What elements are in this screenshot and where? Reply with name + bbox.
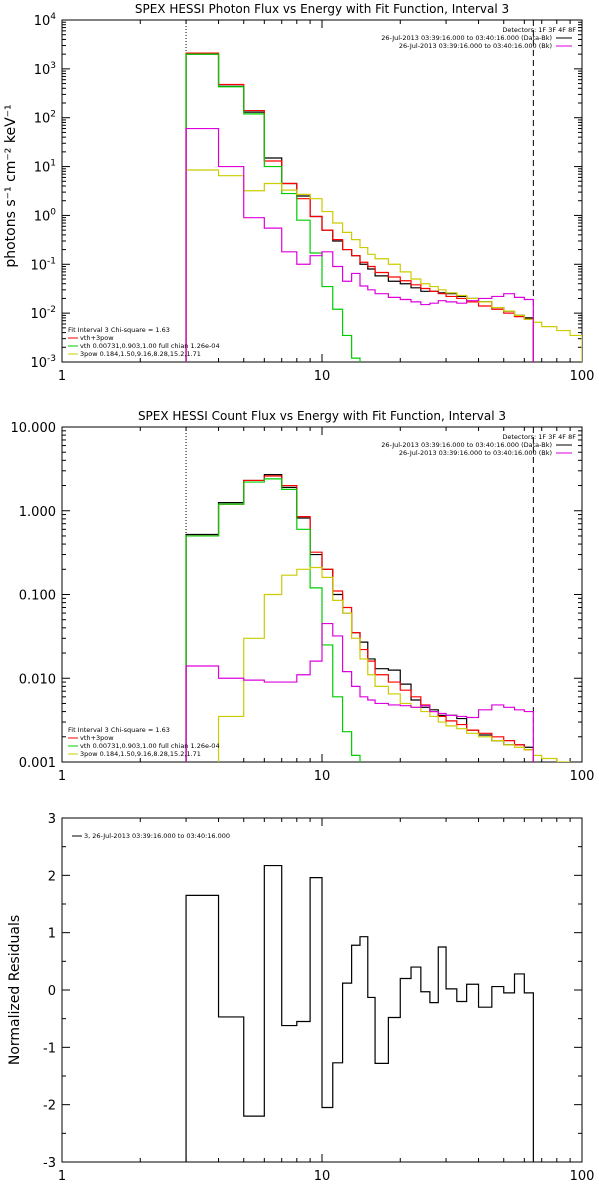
chart-title: SPEX HESSI Photon Flux vs Energy with Fi… (135, 2, 509, 16)
x-tick-label: 1 (58, 769, 66, 784)
y-tick-label: 10-3 (30, 354, 56, 371)
legend-text: 26-Jul-2013 03:39:16.000 to 03:40:16.000… (399, 42, 552, 50)
x-tick-label: 100 (570, 369, 595, 384)
y-tick-label: 10-2 (30, 305, 56, 322)
y-tick-label: -3 (43, 1156, 56, 1171)
y-tick-label: 100 (34, 207, 57, 224)
x-tick-label: 100 (570, 1169, 595, 1184)
y-tick-label: 2 (48, 869, 56, 884)
series-2-step-line (185, 52, 534, 362)
legend-text: vth 0.00731,0.903,1.00 full chian 1.26e-… (80, 742, 220, 750)
y-tick-label: -1 (43, 1041, 56, 1056)
x-tick-label: 1 (58, 369, 66, 384)
legend-text: vth+3pow (80, 734, 114, 742)
series-2-step-line (185, 475, 534, 762)
series-4-step-line (185, 169, 582, 362)
series-3-step-line (185, 53, 369, 362)
y-tick-label: 1 (48, 927, 56, 942)
legend-text: 26-Jul-2013 03:39:16.000 to 03:40:16.000… (381, 34, 552, 42)
y-axis-label: photons s⁻¹ cm⁻² keV⁻¹ (3, 104, 19, 267)
legend-text: Detectors: 1F 3F 4F 8F (502, 26, 576, 34)
legend-text: Fit Interval 3 Chi-square = 1.63 (68, 726, 170, 734)
series-3-step-line (185, 478, 369, 762)
series-1-step-line (185, 53, 534, 362)
series-1-step-line (185, 864, 534, 1162)
series-1-step-line (185, 474, 534, 762)
legend-text: vth+3pow (80, 334, 114, 342)
y-tick-label: 104 (34, 12, 57, 29)
y-tick-label: 102 (34, 110, 56, 127)
y-tick-label: 0.001 (19, 756, 56, 771)
chart-panel-2: SPEX HESSI Count Flux vs Energy with Fit… (11, 409, 595, 784)
legend-text: 3pow 0.184,1.50,9.16,8.28,15.2,1.71 (80, 350, 201, 358)
legend-text: 3pow 0.184,1.50,9.16,8.28,15.2,1.71 (80, 750, 201, 758)
x-tick-label: 1 (58, 1169, 66, 1184)
legend-text: vth 0.00731,0.903,1.00 full chian 1.26e-… (80, 342, 220, 350)
series-5-step-line (185, 127, 534, 362)
series-5-step-line (185, 622, 534, 762)
y-tick-label: 10.000 (11, 421, 57, 436)
legend-text: 26-Jul-2013 03:39:16.000 to 03:40:16.000… (399, 449, 552, 457)
chart-panel-3: 1 10 100 -3 -2 -1 0 1 2 3 Normalized Residuals 3, 2… (7, 812, 594, 1184)
chart-panel-1: SPEX HESSI Photon Flux vs Energy with Fi… (3, 2, 594, 384)
y-tick-label: 3 (48, 812, 56, 827)
legend-text: Fit Interval 3 Chi-square = 1.63 (68, 326, 170, 334)
legend-text: 26-Jul-2013 03:39:16.000 to 03:40:16.000… (381, 441, 552, 449)
y-tick-label: 1.000 (19, 505, 56, 520)
y-tick-label: 0 (48, 984, 56, 999)
y-tick-label: 101 (34, 159, 56, 176)
y-tick-label: 103 (34, 61, 56, 78)
y-axis-label: Normalized Residuals (7, 915, 23, 1065)
y-tick-label: 0.010 (19, 672, 56, 687)
y-tick-label: 0.100 (19, 589, 56, 604)
legend-text: 3, 26-Jul-2013 03:39:16.000 to 03:40:16.… (84, 832, 230, 840)
x-tick-label: 10 (314, 1169, 331, 1184)
chart-title: SPEX HESSI Count Flux vs Energy with Fit… (138, 409, 506, 423)
x-tick-label: 10 (314, 769, 331, 784)
x-tick-label: 10 (314, 369, 331, 384)
legend-text: Detectors: 1F 3F 4F 8F (502, 433, 576, 441)
y-tick-label: -2 (43, 1099, 56, 1114)
y-tick-label: 10-1 (30, 256, 56, 273)
x-tick-label: 100 (570, 769, 595, 784)
